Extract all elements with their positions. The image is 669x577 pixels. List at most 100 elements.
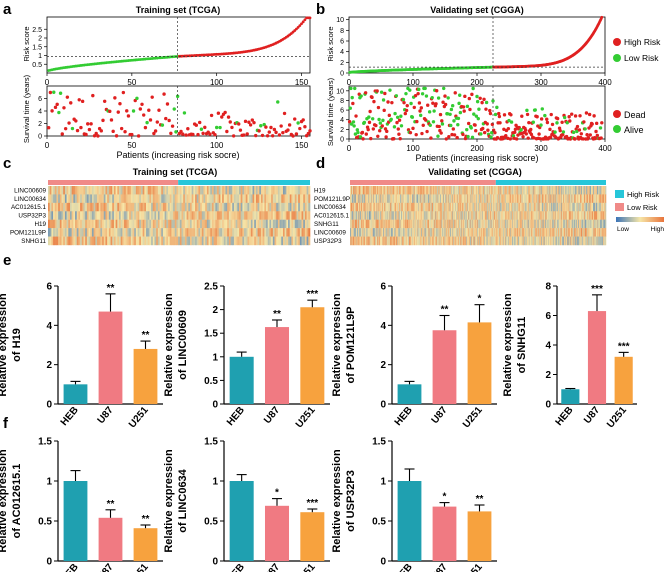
survival-point — [497, 112, 500, 115]
survival-point — [286, 128, 289, 131]
survival-point — [498, 121, 501, 124]
survival-point — [466, 105, 469, 108]
survival-point — [498, 115, 501, 118]
y-tick-label: 2 — [340, 60, 344, 67]
survival-point — [239, 128, 242, 131]
heatmap-cell — [605, 203, 606, 212]
survival-point — [380, 91, 383, 94]
survival-point — [448, 113, 451, 116]
survival-point — [115, 134, 118, 137]
survival-point — [351, 102, 354, 105]
survival-point — [349, 87, 352, 90]
survival-point — [156, 120, 159, 123]
survival-point — [537, 132, 540, 135]
y-tick-label: 4 — [340, 117, 344, 124]
survival-point — [308, 129, 311, 132]
survival-point — [592, 114, 595, 117]
survival-point — [377, 106, 380, 109]
survival-point — [546, 121, 549, 124]
survival-point — [393, 112, 396, 115]
survival-point — [574, 114, 577, 117]
survival-point — [174, 130, 177, 133]
survival-point — [151, 95, 154, 98]
survival-point — [79, 126, 82, 129]
survival-point — [361, 131, 364, 134]
survival-point — [296, 121, 299, 124]
survival-point — [477, 117, 480, 120]
chart-b-survival: Survival time (years) Patients (increasi… — [326, 77, 646, 163]
survival-point — [381, 124, 384, 127]
heatmap-cell — [605, 220, 606, 229]
survival-point — [103, 100, 106, 103]
survival-point — [303, 125, 306, 128]
survival-point — [108, 110, 111, 113]
survival-point — [456, 123, 459, 126]
survival-point — [273, 128, 276, 131]
survival-point — [50, 109, 53, 112]
heatmap-cell — [605, 194, 606, 203]
y-tick-label: 2 — [38, 36, 42, 43]
survival-point — [396, 116, 399, 119]
survival-point — [461, 133, 464, 136]
y-axis-label: Survival time (years) — [22, 74, 31, 143]
survival-point — [203, 126, 206, 129]
survival-point — [483, 131, 486, 134]
survival-point — [118, 102, 121, 105]
survival-point — [519, 128, 522, 131]
survival-point — [563, 116, 566, 119]
survival-point — [49, 91, 52, 94]
y-tick-label: 0 — [340, 71, 344, 78]
survival-point — [417, 88, 420, 91]
legend-dead-marker — [613, 110, 621, 118]
x-tick-label: 400 — [598, 144, 612, 153]
survival-point — [489, 135, 492, 138]
survival-point — [145, 121, 148, 124]
survival-point — [404, 112, 407, 115]
survival-point — [295, 132, 298, 135]
x-tick-label: 200 — [470, 144, 484, 153]
survival-point — [246, 132, 249, 135]
survival-point — [171, 124, 174, 127]
survival-point — [509, 113, 512, 116]
survival-point — [463, 109, 466, 112]
survival-point — [555, 121, 558, 124]
survival-point — [225, 130, 228, 133]
survival-point — [587, 136, 590, 139]
survival-point — [268, 130, 271, 133]
heatmap-row-label: POM121L9P — [314, 196, 350, 203]
survival-point — [149, 118, 152, 121]
chart-a-survival: Survival time (years) Patients (increasi… — [22, 74, 312, 160]
survival-point — [521, 135, 524, 138]
survival-point — [482, 98, 485, 101]
survival-point — [196, 133, 199, 136]
heatmap-cell — [605, 186, 606, 195]
survival-point — [529, 128, 532, 131]
survival-point — [576, 125, 579, 128]
survival-point — [293, 117, 296, 120]
survival-point — [439, 113, 442, 116]
survival-point — [463, 95, 466, 98]
survival-point — [541, 107, 544, 110]
survival-point — [429, 136, 432, 139]
survival-point — [390, 101, 393, 104]
survival-point — [142, 113, 145, 116]
survival-point — [154, 129, 157, 132]
survival-point — [436, 135, 439, 138]
survival-point — [416, 92, 419, 95]
survival-point — [435, 89, 438, 92]
survival-point — [249, 123, 252, 126]
chart-title: Validating set (CGGA) — [430, 5, 524, 15]
survival-point — [578, 128, 581, 131]
survival-point — [400, 124, 403, 127]
survival-point — [476, 100, 479, 103]
survival-point — [509, 137, 512, 140]
survival-point — [507, 127, 510, 130]
survival-point — [281, 131, 284, 134]
survival-point — [585, 133, 588, 136]
survival-point — [181, 132, 184, 135]
survival-point — [369, 137, 372, 140]
survival-point — [441, 122, 444, 125]
heatmap-c: Training set (TCGA) LINC00609LINC00634AC… — [10, 167, 310, 245]
survival-point — [385, 130, 388, 133]
survival-point — [473, 123, 476, 126]
